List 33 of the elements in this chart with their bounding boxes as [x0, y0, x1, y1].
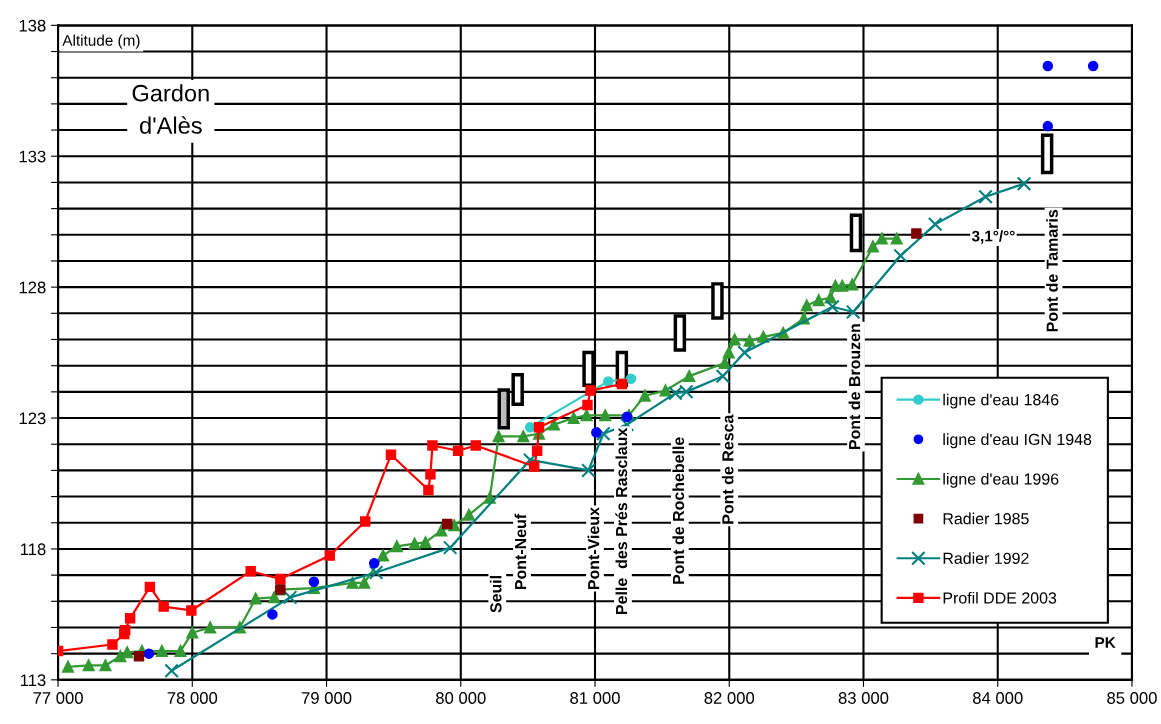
annotation: Pont de Resca — [721, 414, 734, 524]
x-tick-label: 82 000 — [704, 692, 755, 704]
y-tick-label: 133 — [19, 150, 46, 163]
legend-label: ligne d'eau 1996 — [943, 472, 1059, 488]
annotation: Pont de Brouzen — [848, 324, 861, 450]
legend-label: Profil DDE 2003 — [943, 591, 1057, 604]
annotation: Pont-Vieux — [587, 507, 600, 590]
legend-label: ligne d'eau 1846 — [943, 393, 1059, 409]
legend-label: ligne d'eau IGN 1948 — [943, 433, 1092, 449]
x-axis-title: PK — [1095, 637, 1116, 648]
y-tick-label: 128 — [19, 281, 46, 294]
x-tick-label: 80 000 — [436, 692, 486, 704]
x-tick-label: 77 000 — [33, 692, 83, 704]
legend-label: Radier 1985 — [943, 512, 1029, 525]
y-tick-label: 113 — [20, 674, 46, 687]
annotation: Gardon d'Alès — [132, 84, 209, 134]
y-tick-label: 123 — [19, 412, 46, 425]
y-tick-label: 138 — [19, 19, 46, 32]
annotation: Pelle des Prés Rasclaux — [615, 427, 628, 614]
legend-label: Radier 1992 — [943, 552, 1029, 564]
y-tick-label: 118 — [20, 543, 46, 556]
y-axis-title: Altitude (m) — [62, 34, 140, 49]
annotation: Pont de Tamaris — [1046, 209, 1058, 332]
x-tick-label: 78 000 — [167, 692, 218, 704]
x-tick-label: 83 000 — [838, 692, 889, 704]
x-tick-label: 79 000 — [301, 692, 352, 704]
annotation: 3,1°/°° — [971, 230, 1015, 244]
x-tick-label: 85 000 — [1107, 692, 1157, 704]
annotation: Pont de Rochebelle — [672, 437, 685, 584]
x-tick-label: 81 000 — [570, 692, 620, 704]
annotation: Seuil — [489, 576, 502, 613]
annotation: Pont-Neuf — [514, 513, 527, 590]
x-tick-label: 84 000 — [972, 692, 1023, 704]
